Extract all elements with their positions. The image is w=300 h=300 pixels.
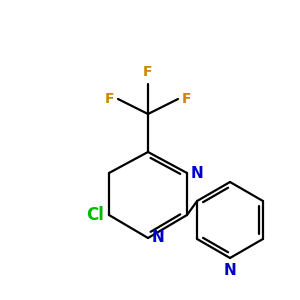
Text: F: F	[104, 92, 114, 106]
Text: Cl: Cl	[86, 206, 104, 224]
Text: N: N	[152, 230, 165, 245]
Text: N: N	[191, 166, 204, 181]
Text: F: F	[143, 65, 153, 79]
Text: F: F	[182, 92, 191, 106]
Text: N: N	[224, 263, 236, 278]
